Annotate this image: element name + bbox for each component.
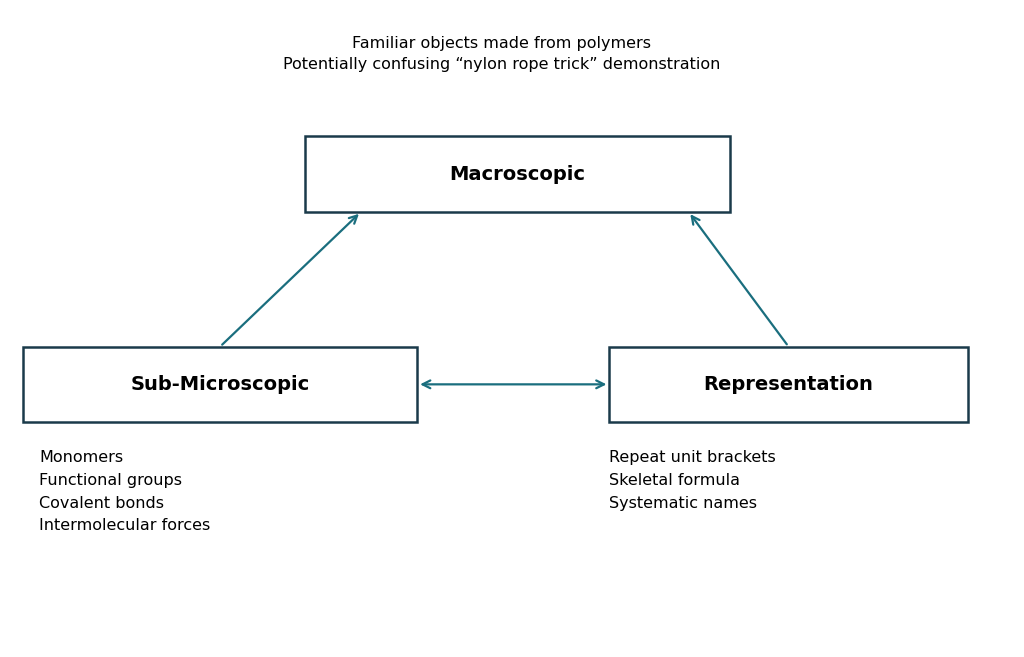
Text: Repeat unit brackets
Skeletal formula
Systematic names: Repeat unit brackets Skeletal formula Sy… [609,450,776,510]
Text: Representation: Representation [703,375,873,394]
Text: Monomers
Functional groups
Covalent bonds
Intermolecular forces: Monomers Functional groups Covalent bond… [39,450,210,533]
FancyBboxPatch shape [23,347,418,422]
Text: Macroscopic: Macroscopic [450,165,585,183]
FancyBboxPatch shape [609,347,968,422]
FancyBboxPatch shape [305,137,729,212]
Text: Sub-Microscopic: Sub-Microscopic [130,375,310,394]
Text: Familiar objects made from polymers
Potentially confusing “nylon rope trick” dem: Familiar objects made from polymers Pote… [283,36,721,72]
